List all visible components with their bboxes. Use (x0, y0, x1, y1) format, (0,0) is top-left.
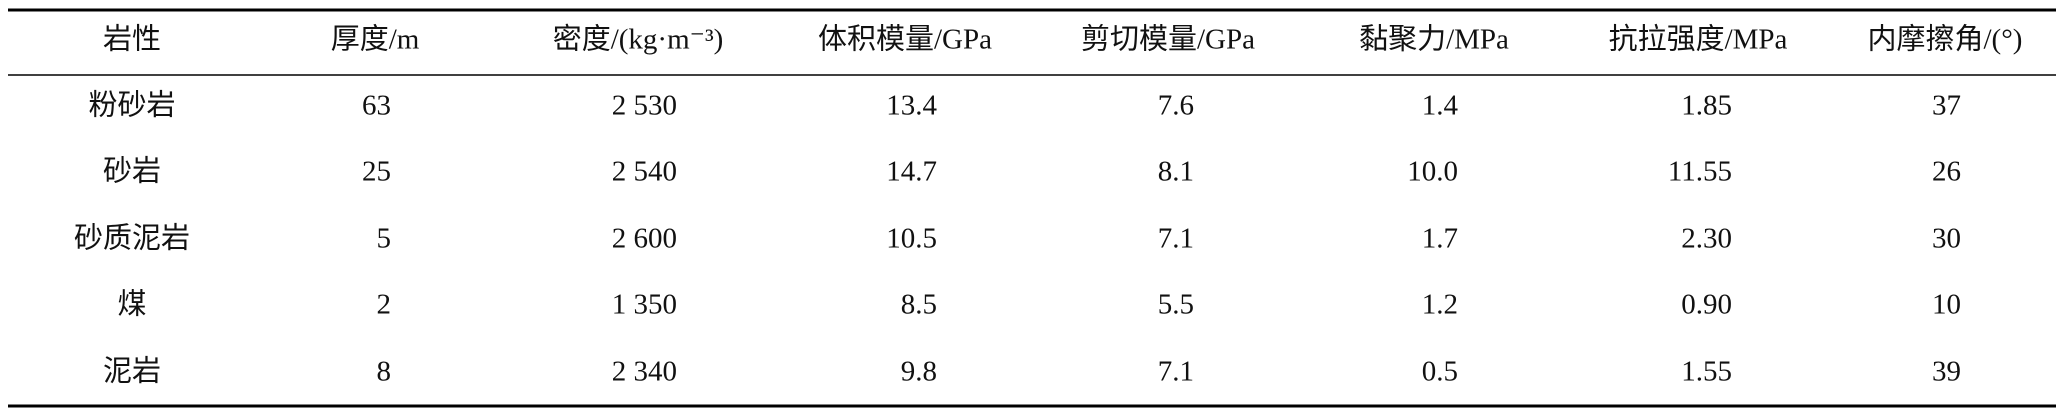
cell: 1.85 (1681, 90, 1732, 122)
row-label: 砂质泥岩 (74, 222, 190, 255)
row-label: 砂岩 (103, 155, 161, 188)
cell: 1 350 (612, 289, 677, 321)
cell: 39 (1932, 356, 1961, 388)
cell: 14.7 (886, 156, 937, 188)
cell: 8 (377, 356, 392, 388)
cell: 1.2 (1422, 289, 1458, 321)
cell: 5 (377, 223, 392, 255)
cell: 7.6 (1158, 90, 1194, 122)
cell: 10.5 (886, 223, 937, 255)
cell: 10.0 (1407, 156, 1458, 188)
header-cell: 岩性 (103, 23, 161, 56)
cell: 0.90 (1681, 289, 1732, 321)
cell: 30 (1932, 223, 1961, 255)
cell: 5.5 (1158, 289, 1194, 321)
row-label: 煤 (117, 288, 146, 321)
cell: 10 (1932, 289, 1961, 321)
cell: 7.1 (1158, 223, 1194, 255)
cell: 2.30 (1681, 223, 1732, 255)
row-label: 粉砂岩 (88, 89, 175, 122)
header-cell: 厚度/m (331, 23, 420, 56)
cell: 25 (362, 156, 391, 188)
row-label: 泥岩 (103, 355, 161, 388)
cell: 26 (1932, 156, 1961, 188)
cell: 2 (377, 289, 392, 321)
cell: 63 (362, 90, 391, 122)
cell: 0.5 (1422, 356, 1458, 388)
header-cell: 黏聚力/MPa (1359, 23, 1509, 56)
cell: 9.8 (901, 356, 937, 388)
cell: 11.55 (1668, 156, 1732, 188)
header-cell: 内摩擦角/(°) (1868, 23, 2023, 56)
cell: 2 530 (612, 90, 677, 122)
cell: 1.7 (1422, 223, 1458, 255)
cell: 37 (1932, 90, 1961, 122)
header-cell: 密度/(kg·m⁻³) (553, 23, 724, 56)
cell: 1.4 (1422, 90, 1459, 122)
cell: 2 340 (612, 356, 677, 388)
cell: 8.1 (1158, 156, 1194, 188)
header-cell: 体积模量/GPa (818, 23, 992, 56)
cell: 2 540 (612, 156, 677, 188)
header-cell: 抗拉强度/MPa (1609, 23, 1788, 56)
cell: 7.1 (1158, 356, 1194, 388)
cell: 8.5 (901, 289, 937, 321)
cell: 1.55 (1681, 356, 1732, 388)
cell: 2 600 (612, 223, 677, 255)
cell: 13.4 (886, 90, 937, 122)
header-cell: 剪切模量/GPa (1081, 23, 1255, 56)
